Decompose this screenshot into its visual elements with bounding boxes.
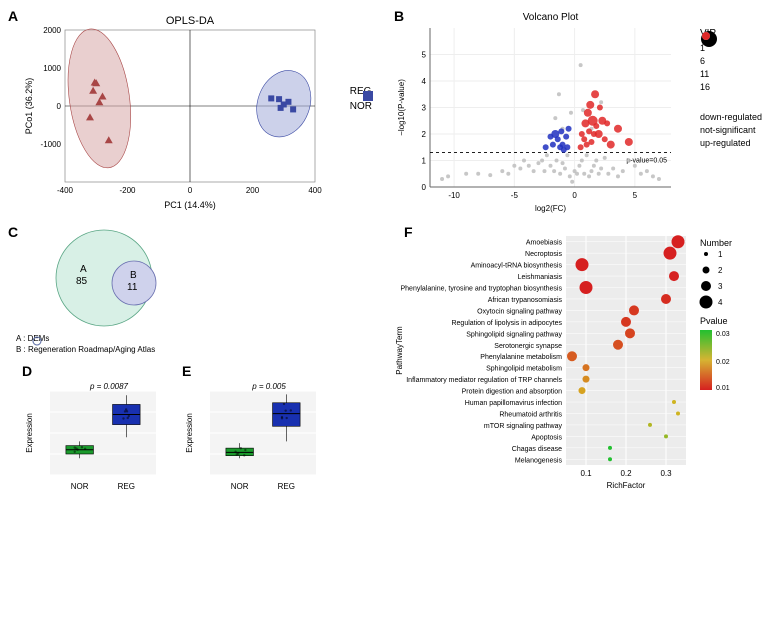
svg-text:Regulation of lipolysis in adi: Regulation of lipolysis in adipocytes bbox=[451, 320, 562, 327]
volcano-plot: Volcano Plot -10 -5 0 5 0 1 2 3 4 5 log2(FC) −log10(… bbox=[394, 10, 679, 215]
panel-f-dotplot: F 0.10.20.3RichFactorPathwayTermAmoebias… bbox=[394, 224, 764, 495]
svg-text:200: 200 bbox=[246, 186, 260, 195]
svg-text:5: 5 bbox=[633, 191, 638, 200]
panel-de-boxplots: D Expressionp = 0.0087NORREG E Expressio… bbox=[8, 355, 388, 495]
svg-text:Volcano Plot: Volcano Plot bbox=[523, 12, 579, 23]
svg-text:2: 2 bbox=[718, 266, 723, 275]
svg-text:0: 0 bbox=[188, 186, 193, 195]
svg-text:PC1 (14.4%): PC1 (14.4%) bbox=[164, 200, 216, 210]
svg-text:PathwayTerm: PathwayTerm bbox=[395, 326, 404, 375]
svg-text:p = 0.005: p = 0.005 bbox=[251, 382, 286, 391]
svg-text:Apoptosis: Apoptosis bbox=[531, 434, 562, 441]
svg-text:0.2: 0.2 bbox=[620, 469, 632, 478]
svg-text:REG: REG bbox=[118, 482, 135, 491]
volcano-legends: VIP 161116 down-regulatednot-significant… bbox=[700, 28, 762, 151]
svg-text:Expression: Expression bbox=[25, 413, 34, 453]
svg-text:Amoebiasis: Amoebiasis bbox=[526, 240, 563, 247]
svg-text:Sphingolipid metabolism: Sphingolipid metabolism bbox=[486, 366, 562, 373]
panel-b-volcano: B Volcano Plot-10-505012345log2(FC)−log1… bbox=[394, 8, 764, 218]
svg-text:0: 0 bbox=[572, 191, 577, 200]
svg-text:A: A bbox=[80, 264, 87, 275]
panel-label-c: C bbox=[8, 224, 18, 240]
svg-text:0.1: 0.1 bbox=[580, 469, 592, 478]
svg-text:Phenylalanine metabolism: Phenylalanine metabolism bbox=[480, 354, 562, 361]
pathway-dotplot: 0.1 0.2 0.3 RichFactor PathwayTerm Amoebiasis… bbox=[394, 226, 764, 491]
panel-a-legend: REG NOR bbox=[350, 86, 372, 116]
panel-label-a: A bbox=[8, 8, 18, 24]
svg-text:African trypanosomiasis: African trypanosomiasis bbox=[488, 297, 563, 304]
svg-text:Number: Number bbox=[700, 238, 732, 248]
svg-text:OPLS-DA: OPLS-DA bbox=[166, 15, 215, 27]
svg-text:1: 1 bbox=[422, 157, 427, 166]
venn-legend-b: B : Regeneration Roadmap/Aging Atlas bbox=[16, 345, 155, 354]
svg-text:0.03: 0.03 bbox=[716, 331, 730, 338]
svg-text:-10: -10 bbox=[448, 191, 460, 200]
svg-text:-1000: -1000 bbox=[41, 140, 62, 149]
panel-a-oplsda: A OPLS-DA -400 -200 0 200 400 -1000 0 1000 2000 PC… bbox=[8, 8, 388, 218]
svg-text:4: 4 bbox=[422, 77, 427, 86]
svg-text:-5: -5 bbox=[511, 191, 519, 200]
boxplot-d: D Expressionp = 0.0087NORREG bbox=[22, 363, 162, 493]
svg-text:Oxytocin signaling pathway: Oxytocin signaling pathway bbox=[477, 308, 562, 315]
svg-text:0.02: 0.02 bbox=[716, 359, 730, 366]
svg-text:Rheumatoid arthritis: Rheumatoid arthritis bbox=[499, 411, 562, 418]
svg-text:4: 4 bbox=[718, 298, 723, 307]
svg-text:NOR: NOR bbox=[71, 482, 89, 491]
svg-text:Leishmaniasis: Leishmaniasis bbox=[518, 274, 563, 281]
svg-text:log2(FC): log2(FC) bbox=[535, 204, 566, 213]
svg-text:85: 85 bbox=[76, 276, 88, 287]
svg-text:B: B bbox=[130, 270, 137, 281]
svg-text:PCo1 (36.2%): PCo1 (36.2%) bbox=[24, 78, 34, 135]
svg-text:p-value=0.05: p-value=0.05 bbox=[626, 158, 667, 165]
svg-text:REG: REG bbox=[278, 482, 295, 491]
svg-text:Protein digestion and absorpti: Protein digestion and absorption bbox=[462, 389, 563, 396]
svg-text:Necroptosis: Necroptosis bbox=[525, 251, 562, 258]
svg-text:3: 3 bbox=[422, 104, 427, 113]
svg-text:Expression: Expression bbox=[185, 413, 194, 453]
svg-text:0.01: 0.01 bbox=[716, 385, 730, 392]
svg-text:5: 5 bbox=[422, 51, 427, 60]
svg-text:11: 11 bbox=[127, 282, 138, 293]
svg-text:NOR: NOR bbox=[231, 482, 249, 491]
svg-text:Serotonergic synapse: Serotonergic synapse bbox=[494, 343, 562, 350]
svg-text:0: 0 bbox=[422, 183, 427, 192]
svg-text:0.3: 0.3 bbox=[660, 469, 672, 478]
svg-text:2: 2 bbox=[422, 130, 427, 139]
svg-text:0: 0 bbox=[57, 102, 62, 111]
svg-text:400: 400 bbox=[308, 186, 322, 195]
svg-text:mTOR signaling pathway: mTOR signaling pathway bbox=[484, 423, 563, 430]
svg-text:Phenylalanine, tyrosine and tr: Phenylalanine, tyrosine and tryptophan b… bbox=[401, 286, 563, 293]
svg-text:Pvalue: Pvalue bbox=[700, 316, 728, 326]
legend-nor: NOR bbox=[350, 101, 372, 112]
svg-text:Inflammatory mediator regulati: Inflammatory mediator regulation of TRP … bbox=[406, 377, 562, 384]
panel-c-venn: C A85B11 A : DEMs B : Regeneration Roadm… bbox=[8, 224, 388, 349]
svg-text:-400: -400 bbox=[57, 186, 74, 195]
boxplot-e: E Expressionp = 0.005NORREG bbox=[182, 363, 322, 493]
svg-text:1000: 1000 bbox=[43, 64, 61, 73]
svg-text:1: 1 bbox=[718, 250, 723, 259]
svg-text:Melanogenesis: Melanogenesis bbox=[515, 457, 563, 464]
venn-legend: A : DEMs B : Regeneration Roadmap/Aging … bbox=[16, 332, 155, 356]
oplsda-scatter: OPLS-DA -400 -200 0 200 400 -1000 0 1000 2000 PC1 … bbox=[20, 12, 325, 212]
svg-text:RichFactor: RichFactor bbox=[607, 481, 646, 490]
svg-text:Human papillomavirus infection: Human papillomavirus infection bbox=[465, 400, 562, 407]
svg-text:3: 3 bbox=[718, 282, 723, 291]
svg-text:Aminoacyl-tRNA biosynthesis: Aminoacyl-tRNA biosynthesis bbox=[471, 263, 563, 270]
svg-text:-200: -200 bbox=[119, 186, 136, 195]
svg-text:2000: 2000 bbox=[43, 26, 61, 35]
svg-text:Chagas disease: Chagas disease bbox=[512, 446, 562, 453]
svg-text:−log10(P-value): −log10(P-value) bbox=[397, 79, 406, 136]
svg-text:Sphingolipid signaling pathway: Sphingolipid signaling pathway bbox=[466, 331, 562, 338]
venn-diagram: A85 B11 bbox=[24, 228, 214, 328]
svg-text:p = 0.0087: p = 0.0087 bbox=[89, 382, 129, 391]
